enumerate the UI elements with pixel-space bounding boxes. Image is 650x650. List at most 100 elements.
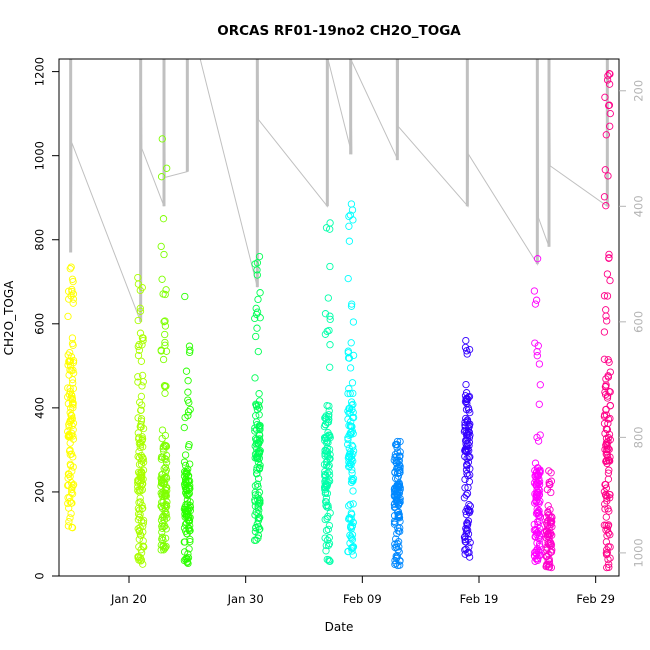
data-point xyxy=(606,122,614,130)
data-point xyxy=(161,454,169,463)
data-point xyxy=(322,412,330,420)
data-point xyxy=(254,474,263,483)
data-point xyxy=(391,484,399,493)
data-point xyxy=(394,463,403,471)
data-point xyxy=(66,348,74,357)
data-point xyxy=(140,543,148,551)
altitude-track xyxy=(69,58,609,322)
data-point xyxy=(465,421,473,429)
data-point xyxy=(461,446,469,455)
flight-series xyxy=(530,255,544,565)
data-point xyxy=(323,418,331,427)
data-point xyxy=(394,524,402,532)
x-tick-label: Feb 19 xyxy=(460,592,499,606)
data-point xyxy=(463,489,472,498)
data-point xyxy=(157,482,165,490)
data-point xyxy=(157,516,166,524)
data-point xyxy=(531,339,539,347)
data-point xyxy=(546,514,555,522)
data-point xyxy=(604,356,612,364)
data-point xyxy=(181,451,190,459)
data-point xyxy=(463,350,471,358)
data-point xyxy=(255,411,263,419)
data-point xyxy=(465,447,473,455)
data-point xyxy=(137,357,146,365)
data-point xyxy=(69,426,77,434)
data-point xyxy=(349,318,358,326)
data-point xyxy=(603,392,612,400)
data-point xyxy=(182,367,191,375)
data-point xyxy=(396,452,404,460)
data-point xyxy=(604,505,612,513)
data-point xyxy=(348,534,356,542)
data-point xyxy=(602,425,611,433)
x-axis: Jan 20 Jan 30 Feb 09 Feb 19 Feb 29 xyxy=(110,576,615,606)
data-point xyxy=(136,398,144,406)
data-point xyxy=(602,131,610,139)
data-point xyxy=(137,473,145,482)
data-point xyxy=(536,542,544,551)
data-point xyxy=(606,436,614,444)
data-point xyxy=(391,540,399,548)
data-point xyxy=(601,93,609,101)
data-point xyxy=(392,559,400,568)
data-point xyxy=(602,513,610,521)
data-point xyxy=(180,423,188,432)
data-point xyxy=(322,501,330,510)
data-point xyxy=(326,262,334,271)
data-point xyxy=(181,413,189,422)
data-point xyxy=(462,380,470,389)
data-point xyxy=(138,382,146,390)
data-point xyxy=(606,276,614,285)
data-point xyxy=(603,446,611,454)
data-point xyxy=(603,292,612,300)
data-point xyxy=(253,308,262,316)
y2-tick-label: 600 xyxy=(632,311,646,333)
data-point xyxy=(163,498,171,506)
data-point xyxy=(254,453,262,461)
data-point xyxy=(604,522,612,530)
data-point xyxy=(134,510,143,518)
data-point xyxy=(324,525,332,534)
data-point xyxy=(134,342,142,351)
data-point xyxy=(603,270,612,278)
data-point xyxy=(64,474,72,482)
data-point xyxy=(463,430,471,438)
data-point xyxy=(254,401,263,409)
data-point xyxy=(65,504,73,512)
data-point xyxy=(134,316,142,325)
data-point xyxy=(533,433,541,442)
data-point xyxy=(604,456,613,464)
data-point xyxy=(67,353,76,361)
data-point xyxy=(69,356,78,365)
data-point xyxy=(602,306,610,314)
data-point xyxy=(186,460,194,468)
data-point xyxy=(253,480,262,488)
data-point xyxy=(326,315,334,324)
data-point xyxy=(69,404,77,412)
data-point xyxy=(134,504,143,513)
data-point xyxy=(181,461,190,470)
data-point xyxy=(254,502,262,510)
flight-series xyxy=(64,263,78,532)
data-point xyxy=(162,347,171,355)
data-point xyxy=(391,450,400,459)
data-point xyxy=(349,543,357,551)
data-point xyxy=(530,552,539,560)
data-point xyxy=(605,466,613,474)
data-point xyxy=(255,397,264,405)
data-point xyxy=(251,260,259,268)
data-point xyxy=(69,341,77,349)
data-point xyxy=(139,475,147,483)
data-point xyxy=(344,434,352,442)
data-point xyxy=(137,406,145,415)
data-point xyxy=(348,469,356,477)
data-point xyxy=(465,441,473,450)
data-point xyxy=(324,503,332,512)
data-point xyxy=(601,166,609,174)
data-point xyxy=(396,496,404,505)
data-point xyxy=(547,469,555,477)
data-point xyxy=(256,421,264,430)
data-point xyxy=(326,434,334,442)
data-point xyxy=(605,430,614,439)
